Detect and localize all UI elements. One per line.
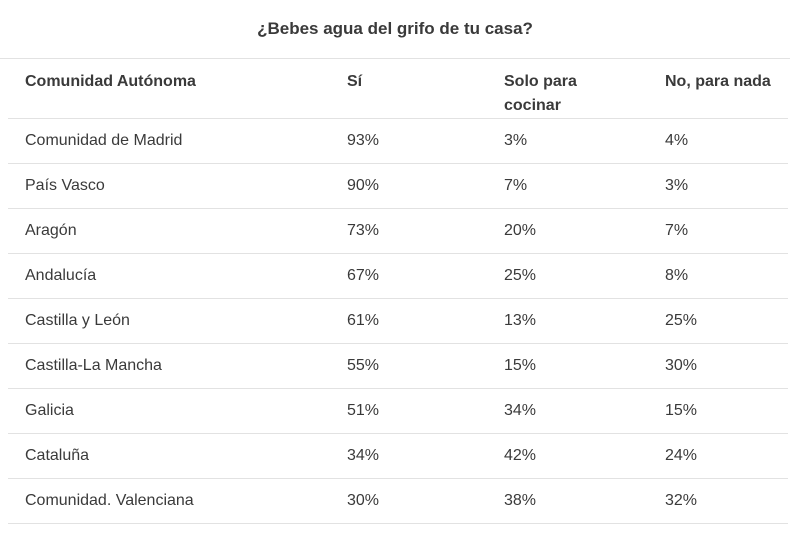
- header-comunidad: Comunidad Autónoma: [8, 58, 330, 119]
- cell-no: 24%: [648, 433, 788, 479]
- cell-region: Comunidad. Valenciana: [8, 478, 330, 524]
- cell-solo-cocinar: 34%: [487, 388, 648, 434]
- header-no-para-nada: No, para nada: [648, 58, 788, 119]
- cell-region: Cataluña: [8, 433, 330, 479]
- cell-no: 7%: [648, 208, 788, 254]
- cell-no: 30%: [648, 343, 788, 389]
- cell-si: 67%: [330, 253, 487, 299]
- cell-solo-cocinar: 7%: [487, 163, 648, 209]
- cell-region: Andalucía: [8, 253, 330, 299]
- cell-region: Comunidad de Madrid: [8, 118, 330, 164]
- cell-no: 3%: [648, 163, 788, 209]
- table-caption: ¿Bebes agua del grifo de tu casa?: [0, 0, 790, 59]
- cell-si: 90%: [330, 163, 487, 209]
- cell-region: Castilla y León: [8, 298, 330, 344]
- table-row: Castilla-La Mancha 55% 15% 30%: [8, 343, 788, 389]
- header-row: Comunidad Autónoma Sí Solo para cocinar …: [8, 58, 788, 119]
- table-row: Comunidad. Valenciana 30% 38% 32%: [8, 478, 788, 524]
- table-row: País Vasco 90% 7% 3%: [8, 163, 788, 209]
- table-header: Comunidad Autónoma Sí Solo para cocinar …: [8, 58, 788, 119]
- cell-no: 15%: [648, 388, 788, 434]
- table-row: Cataluña 34% 42% 24%: [8, 433, 788, 479]
- data-table: Comunidad Autónoma Sí Solo para cocinar …: [8, 58, 788, 524]
- cell-solo-cocinar: 20%: [487, 208, 648, 254]
- table-row: Castilla y León 61% 13% 25%: [8, 298, 788, 344]
- table-row: Comunidad de Madrid 93% 3% 4%: [8, 118, 788, 164]
- cell-no: 25%: [648, 298, 788, 344]
- cell-si: 30%: [330, 478, 487, 524]
- cell-si: 51%: [330, 388, 487, 434]
- table-row: Andalucía 67% 25% 8%: [8, 253, 788, 299]
- cell-no: 8%: [648, 253, 788, 299]
- cell-si: 93%: [330, 118, 487, 164]
- cell-solo-cocinar: 3%: [487, 118, 648, 164]
- cell-region: Galicia: [8, 388, 330, 434]
- header-solo-cocinar: Solo para cocinar: [487, 58, 648, 119]
- table-body: Comunidad de Madrid 93% 3% 4% País Vasco…: [8, 118, 788, 524]
- cell-solo-cocinar: 42%: [487, 433, 648, 479]
- cell-si: 34%: [330, 433, 487, 479]
- cell-region: País Vasco: [8, 163, 330, 209]
- cell-si: 55%: [330, 343, 487, 389]
- table-row: Galicia 51% 34% 15%: [8, 388, 788, 434]
- cell-solo-cocinar: 25%: [487, 253, 648, 299]
- cell-si: 73%: [330, 208, 487, 254]
- header-si: Sí: [330, 58, 487, 119]
- cell-no: 4%: [648, 118, 788, 164]
- cell-no: 32%: [648, 478, 788, 524]
- cell-region: Castilla-La Mancha: [8, 343, 330, 389]
- cell-region: Aragón: [8, 208, 330, 254]
- cell-si: 61%: [330, 298, 487, 344]
- cell-solo-cocinar: 38%: [487, 478, 648, 524]
- table-row: Aragón 73% 20% 7%: [8, 208, 788, 254]
- cell-solo-cocinar: 13%: [487, 298, 648, 344]
- cell-solo-cocinar: 15%: [487, 343, 648, 389]
